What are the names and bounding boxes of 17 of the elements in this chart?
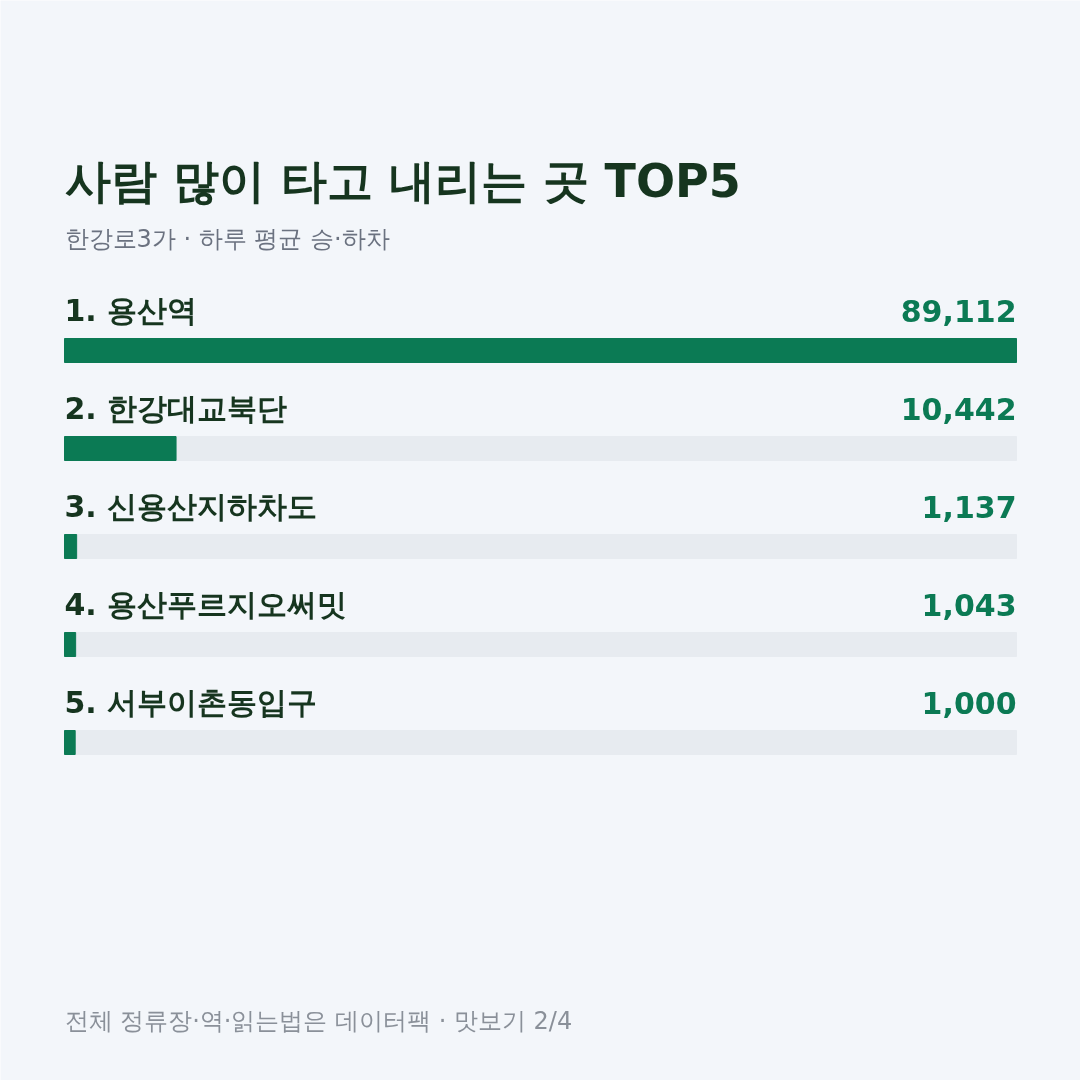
text: 전체 정류장·역·읽는법은 데이터팩 · 맛보기 2/4 [64,1006,573,1035]
y-tick-label: 5. 서부이촌동입구 [64,685,318,720]
y-tick-label: 2. 한강대교북단 [64,391,288,426]
bar [64,436,177,461]
data-label: 10,442 [900,391,1017,427]
bar [64,534,78,559]
data-label: 1,043 [921,587,1017,623]
data-label: 1,137 [921,489,1017,525]
y-tick-label: 4. 용산푸르지오써밋 [64,587,348,622]
data-label: 89,112 [900,293,1017,329]
data-label: 1,000 [921,685,1017,721]
bar [64,632,77,657]
y-tick-label: 3. 신용산지하차도 [64,489,318,524]
y-tick-label: 1. 용산역 [64,293,198,328]
chart-subtitle: 한강로3가 · 하루 평균 승·하차 [64,224,390,253]
chart-title: 사람 많이 타고 내리는 곳 TOP5 [64,153,741,208]
bar [64,730,76,755]
